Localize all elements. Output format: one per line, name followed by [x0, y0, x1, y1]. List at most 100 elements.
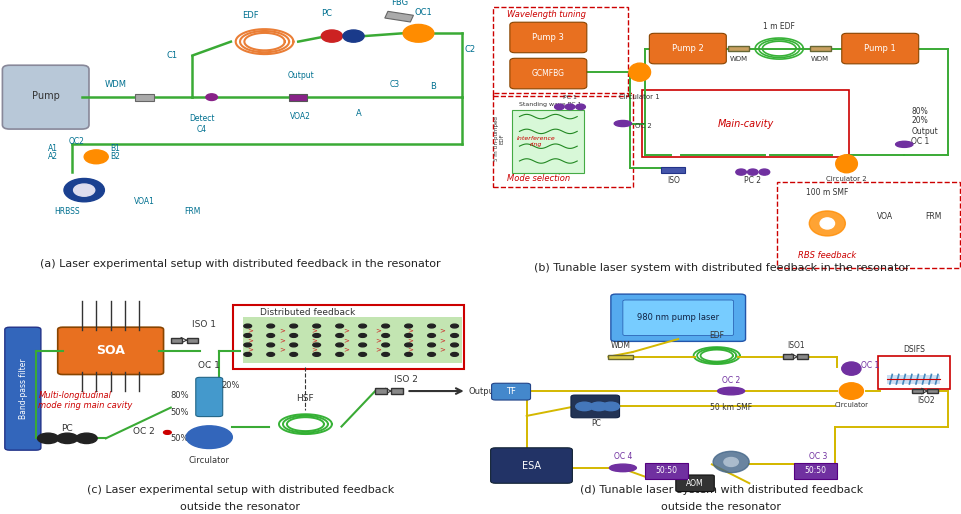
Ellipse shape: [841, 362, 860, 375]
Text: 50 km SMF: 50 km SMF: [709, 403, 752, 412]
Circle shape: [405, 353, 412, 356]
FancyBboxPatch shape: [570, 395, 619, 418]
FancyBboxPatch shape: [841, 33, 918, 64]
Text: OC 1: OC 1: [860, 360, 878, 370]
Text: outside the resonator: outside the resonator: [661, 502, 780, 511]
Circle shape: [312, 334, 320, 337]
Circle shape: [450, 334, 457, 337]
Text: TF: TF: [505, 387, 516, 396]
Circle shape: [63, 178, 104, 202]
Circle shape: [342, 30, 363, 42]
Text: WDM: WDM: [728, 56, 747, 62]
FancyBboxPatch shape: [644, 463, 687, 479]
Text: EDF: EDF: [708, 331, 724, 340]
Text: >: >: [407, 337, 413, 343]
Text: ESA: ESA: [522, 461, 540, 470]
Text: Pump 3: Pump 3: [531, 33, 564, 42]
Circle shape: [428, 334, 435, 337]
Text: B1: B1: [111, 144, 120, 153]
Circle shape: [735, 169, 746, 175]
Text: RBS feedback: RBS feedback: [798, 250, 856, 260]
Text: 50%: 50%: [170, 408, 189, 417]
Text: WDM: WDM: [810, 56, 828, 62]
Text: 80%: 80%: [910, 106, 927, 116]
FancyBboxPatch shape: [675, 475, 713, 491]
Text: >: >: [407, 328, 413, 334]
Text: GCMFBG: GCMFBG: [531, 69, 564, 78]
Text: A: A: [356, 109, 360, 118]
Text: >: >: [439, 337, 445, 343]
Circle shape: [57, 433, 78, 444]
Bar: [797, 355, 807, 359]
Ellipse shape: [819, 218, 834, 229]
Circle shape: [76, 433, 97, 444]
Circle shape: [405, 334, 412, 337]
Text: 20%: 20%: [910, 116, 927, 125]
Text: VOA2: VOA2: [290, 113, 310, 121]
Text: C2: C2: [463, 45, 475, 54]
Text: >: >: [343, 337, 349, 343]
Text: Multi-longitudinal
mode ring main cavity: Multi-longitudinal mode ring main cavity: [38, 391, 133, 411]
Circle shape: [266, 353, 274, 356]
Circle shape: [335, 353, 343, 356]
Text: >: >: [375, 328, 381, 334]
Text: HSF: HSF: [296, 394, 314, 403]
Text: >: >: [407, 346, 413, 353]
Circle shape: [289, 353, 297, 356]
Text: EDF: EDF: [241, 11, 259, 20]
Bar: [607, 355, 631, 359]
FancyBboxPatch shape: [58, 327, 163, 375]
Ellipse shape: [838, 383, 863, 399]
Bar: [727, 46, 748, 51]
Circle shape: [37, 433, 59, 444]
Text: Circulator: Circulator: [188, 456, 230, 465]
Circle shape: [243, 353, 252, 356]
Text: B2: B2: [111, 152, 120, 161]
Text: OC 2: OC 2: [134, 427, 155, 435]
Text: >: >: [279, 346, 284, 353]
FancyBboxPatch shape: [649, 33, 726, 64]
Text: (d) Tunable laser system with distributed feedback: (d) Tunable laser system with distribute…: [579, 485, 862, 495]
Text: >: >: [311, 346, 317, 353]
Circle shape: [382, 353, 389, 356]
Text: Pump 1: Pump 1: [863, 44, 896, 53]
Ellipse shape: [628, 63, 650, 81]
Text: AOM: AOM: [685, 479, 703, 488]
Text: A1: A1: [48, 144, 58, 153]
Text: A2: A2: [48, 152, 58, 161]
Circle shape: [589, 402, 607, 411]
Circle shape: [358, 334, 366, 337]
Circle shape: [405, 343, 412, 347]
Ellipse shape: [613, 120, 631, 126]
Bar: [170, 338, 182, 343]
Circle shape: [243, 324, 252, 328]
Bar: [660, 168, 684, 174]
Text: Circulator 1: Circulator 1: [619, 95, 659, 100]
Text: 5 m Un-pumped
EDF: 5 m Un-pumped EDF: [493, 116, 505, 161]
Circle shape: [602, 402, 619, 411]
Text: Output: Output: [910, 127, 937, 136]
Circle shape: [554, 104, 563, 109]
Text: ISO 2: ISO 2: [394, 375, 418, 384]
Text: OC2: OC2: [69, 137, 85, 146]
Ellipse shape: [717, 387, 744, 395]
Circle shape: [428, 324, 435, 328]
FancyBboxPatch shape: [623, 300, 732, 336]
Circle shape: [358, 353, 366, 356]
Circle shape: [405, 324, 412, 328]
Ellipse shape: [835, 155, 856, 173]
FancyBboxPatch shape: [3, 65, 88, 129]
Circle shape: [312, 343, 320, 347]
Circle shape: [575, 402, 592, 411]
FancyBboxPatch shape: [511, 109, 584, 174]
Circle shape: [321, 30, 342, 42]
Circle shape: [382, 324, 389, 328]
Bar: [288, 94, 307, 101]
Circle shape: [450, 353, 457, 356]
Text: Output: Output: [287, 71, 313, 81]
Circle shape: [575, 104, 584, 109]
Text: HRBSS: HRBSS: [55, 207, 80, 216]
Text: >: >: [343, 346, 349, 353]
Circle shape: [289, 324, 297, 328]
Text: ISO2: ISO2: [916, 396, 934, 405]
